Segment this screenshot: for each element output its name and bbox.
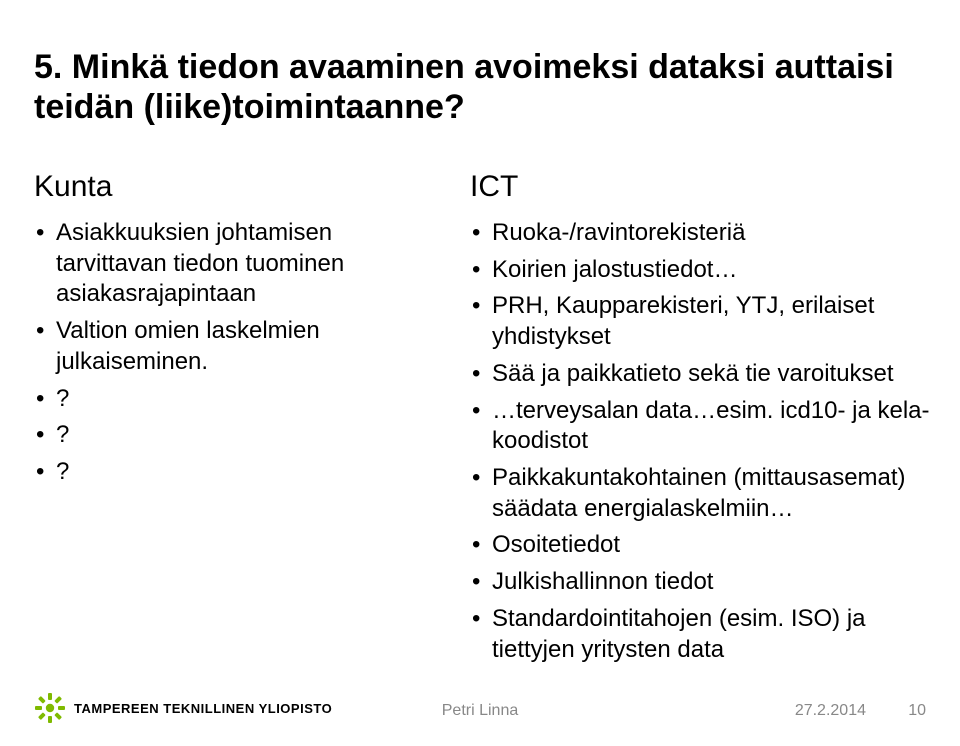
list-item: ? xyxy=(34,384,434,415)
footer: TAMPEREEN TEKNILLINEN YLIOPISTO Petri Li… xyxy=(0,684,960,724)
logo-text: TAMPEREEN TEKNILLINEN YLIOPISTO xyxy=(74,701,332,716)
list-item: Standardointitahojen (esim. ISO) ja tiet… xyxy=(470,604,940,665)
university-logo: TAMPEREEN TEKNILLINEN YLIOPISTO xyxy=(34,692,332,724)
list-item: Sää ja paikkatieto sekä tie varoitukset xyxy=(470,359,940,390)
slide: 5. Minkä tiedon avaaminen avoimeksi data… xyxy=(0,0,960,746)
list-item: PRH, Kaupparekisteri, YTJ, erilaiset yhd… xyxy=(470,291,940,352)
column-right: ICT Ruoka-/ravintorekisteriä Koirien jal… xyxy=(470,170,940,671)
column-right-heading: ICT xyxy=(470,170,940,204)
column-left-list: Asiakkuuksien johtamisen tarvittavan tie… xyxy=(34,218,434,488)
list-item: …terveysalan data…esim. icd10- ja kela-k… xyxy=(470,396,940,457)
page-number: 10 xyxy=(908,702,926,720)
gear-icon xyxy=(34,692,66,724)
list-item: Valtion omien laskelmien julkaiseminen. xyxy=(34,316,434,377)
list-item: Ruoka-/ravintorekisteriä xyxy=(470,218,940,249)
list-item: Asiakkuuksien johtamisen tarvittavan tie… xyxy=(34,218,434,310)
slide-title: 5. Minkä tiedon avaaminen avoimeksi data… xyxy=(34,47,920,127)
list-item: Julkishallinnon tiedot xyxy=(470,567,940,598)
list-item: ? xyxy=(34,457,434,488)
list-item: Paikkakuntakohtainen (mittausasemat) sää… xyxy=(470,463,940,524)
slide-date: 27.2.2014 xyxy=(795,702,866,720)
list-item: Osoitetiedot xyxy=(470,530,940,561)
presenter-name: Petri Linna xyxy=(442,702,519,720)
list-item: ? xyxy=(34,420,434,451)
column-left: Kunta Asiakkuuksien johtamisen tarvittav… xyxy=(34,170,434,494)
column-left-heading: Kunta xyxy=(34,170,434,204)
list-item: Koirien jalostustiedot… xyxy=(470,255,940,286)
column-right-list: Ruoka-/ravintorekisteriä Koirien jalostu… xyxy=(470,218,940,665)
